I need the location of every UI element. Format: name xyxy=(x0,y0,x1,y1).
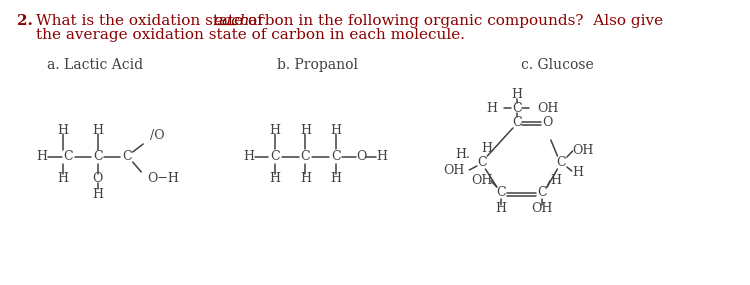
Text: OH: OH xyxy=(538,101,559,115)
Text: OH: OH xyxy=(472,174,493,188)
Text: the average oxidation state of carbon in each molecule.: the average oxidation state of carbon in… xyxy=(36,28,465,42)
Text: H: H xyxy=(550,174,561,188)
Text: What is the oxidation state of: What is the oxidation state of xyxy=(36,14,268,28)
Text: OH: OH xyxy=(443,164,464,176)
Text: H.: H. xyxy=(455,148,470,160)
Text: H: H xyxy=(57,123,68,137)
Text: b. Propanol: b. Propanol xyxy=(277,58,358,72)
Text: C: C xyxy=(64,150,73,164)
Text: carbon in the following organic compounds?  Also give: carbon in the following organic compound… xyxy=(235,14,663,28)
Text: H: H xyxy=(269,123,280,137)
Text: OH: OH xyxy=(573,144,594,156)
Text: C: C xyxy=(538,186,547,200)
Text: H: H xyxy=(481,141,492,154)
Text: a. Lactic Acid: a. Lactic Acid xyxy=(46,58,142,72)
Text: H: H xyxy=(376,150,388,164)
Text: C: C xyxy=(122,150,132,164)
Text: O: O xyxy=(356,150,367,164)
Text: O−H: O−H xyxy=(147,172,178,184)
Text: /O: /O xyxy=(150,129,164,142)
Text: H: H xyxy=(243,150,254,164)
Text: C: C xyxy=(301,150,310,164)
Text: C: C xyxy=(477,156,487,168)
Text: C: C xyxy=(93,150,103,164)
Text: each: each xyxy=(214,14,250,28)
Text: O: O xyxy=(92,172,103,186)
Text: H: H xyxy=(92,188,104,201)
Text: O: O xyxy=(542,117,552,129)
Text: H: H xyxy=(512,89,522,101)
Text: C: C xyxy=(331,150,340,164)
Text: C: C xyxy=(512,101,521,115)
Text: C: C xyxy=(512,115,521,129)
Text: H: H xyxy=(57,172,68,186)
Text: C: C xyxy=(496,186,506,200)
Text: c. Glucose: c. Glucose xyxy=(521,58,594,72)
Text: H: H xyxy=(36,150,47,164)
Text: H: H xyxy=(487,101,498,115)
Text: H: H xyxy=(269,172,280,186)
Text: H: H xyxy=(330,123,341,137)
Text: H: H xyxy=(300,172,310,186)
Text: OH: OH xyxy=(532,203,553,215)
Text: C: C xyxy=(556,156,566,168)
Text: H: H xyxy=(300,123,310,137)
Text: H: H xyxy=(330,172,341,186)
Text: H: H xyxy=(495,203,506,215)
Text: H: H xyxy=(92,123,104,137)
Text: 2.: 2. xyxy=(17,14,33,28)
Text: H: H xyxy=(573,166,584,178)
Text: C: C xyxy=(270,150,280,164)
